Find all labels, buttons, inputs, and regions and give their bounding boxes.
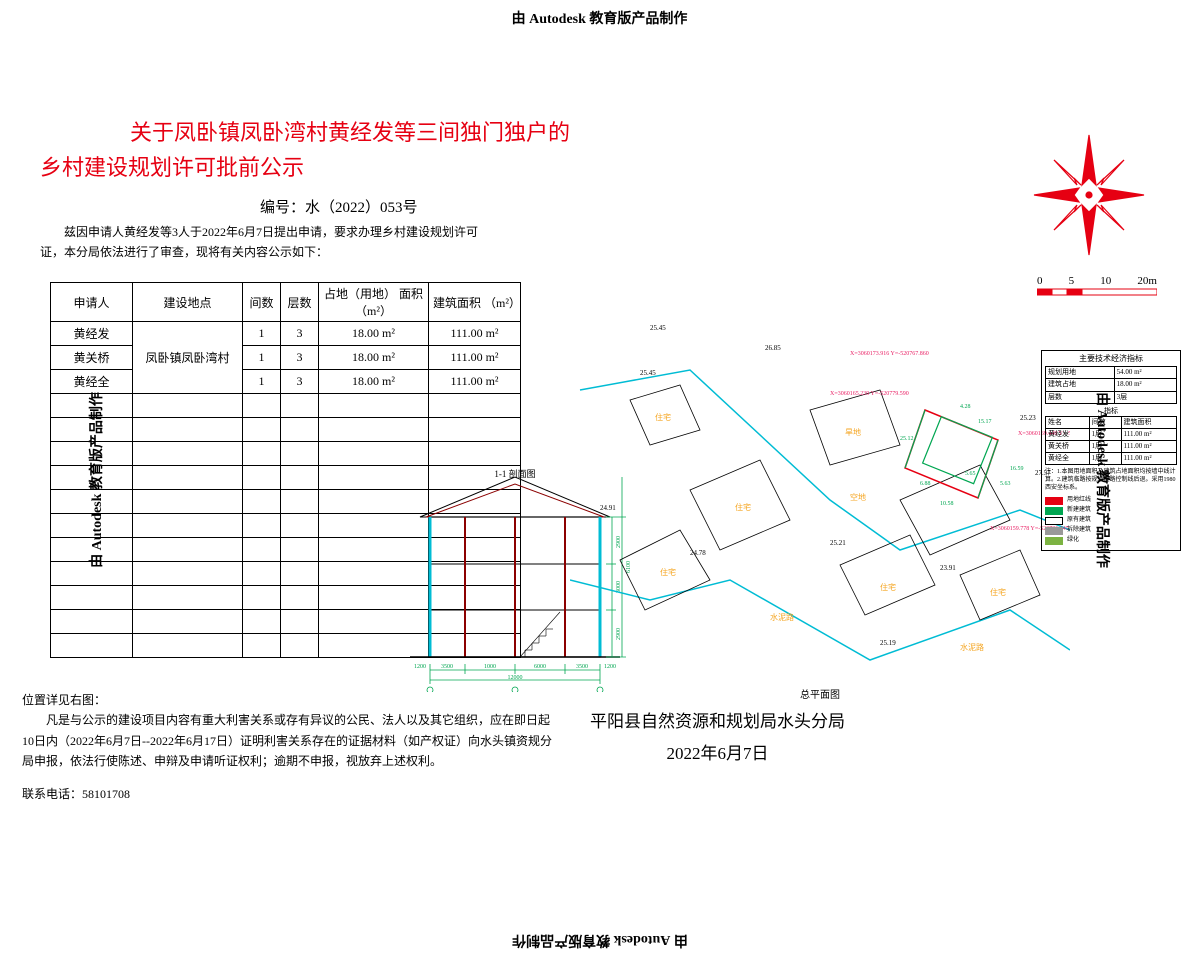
svg-text:6.88: 6.88 bbox=[920, 481, 931, 487]
svg-text:24.91: 24.91 bbox=[600, 504, 616, 512]
footer-block: 位置详见右图： 凡是与公示的建设项目内容有重大利害关系或存有异议的公民、法人以及… bbox=[22, 690, 552, 804]
scale-5: 5 bbox=[1069, 275, 1075, 287]
scale-0: 0 bbox=[1037, 275, 1043, 287]
svg-text:15.17: 15.17 bbox=[978, 419, 992, 425]
svg-text:住宅: 住宅 bbox=[880, 582, 896, 592]
location-note: 位置详见右图： bbox=[22, 690, 552, 710]
legend-main-table: 规划用地54.00 m² 建筑占地18.00 m² 层数3层 bbox=[1045, 366, 1177, 403]
document-number: 编号：水（2022）053号 bbox=[260, 196, 418, 217]
legend-sub-table: 姓名间数建筑面积 黄经发1层111.00 m² 黄关桥1层111.00 m² 黄… bbox=[1045, 416, 1177, 465]
th-land: 占地（用地） 面积（m²） bbox=[319, 283, 429, 322]
issuer-block: 平阳县自然资源和规划局水头分局 2022年6月7日 bbox=[590, 706, 845, 771]
th-floors: 层数 bbox=[281, 283, 319, 322]
svg-text:26.85: 26.85 bbox=[765, 344, 781, 352]
svg-text:12000: 12000 bbox=[508, 675, 523, 681]
svg-text:3500: 3500 bbox=[441, 664, 453, 670]
svg-text:25.21: 25.21 bbox=[830, 539, 846, 547]
watermark-bottom: 由 Autodesk 教育版产品制作 bbox=[512, 931, 688, 951]
svg-text:16.59: 16.59 bbox=[1010, 466, 1024, 472]
compass-north-icon bbox=[1029, 130, 1149, 260]
intro-text: 兹因申请人黄经发等3人于2022年6月7日提出申请，要求办理乡村建设规划许可 证… bbox=[40, 222, 540, 263]
svg-text:X=3060165.239 Y=-520779.590: X=3060165.239 Y=-520779.590 bbox=[830, 391, 909, 397]
legend-subtitle: 指标 bbox=[1045, 407, 1177, 416]
th-rooms: 间数 bbox=[243, 283, 281, 322]
svg-text:6000: 6000 bbox=[534, 664, 546, 670]
svg-text:10.58: 10.58 bbox=[940, 501, 954, 507]
issuer-date: 2022年6月7日 bbox=[590, 738, 845, 770]
svg-text:24.78: 24.78 bbox=[690, 549, 706, 557]
table-row: 黄经全1318.00 m²111.00 m² bbox=[51, 370, 521, 394]
intro-p1: 兹因申请人黄经发等3人于2022年6月7日提出申请，要求办理乡村建设规划许可 bbox=[40, 222, 540, 242]
contact-phone: 联系电话：58101708 bbox=[22, 784, 552, 804]
svg-text:住宅: 住宅 bbox=[655, 412, 671, 422]
legend-note: 注：1.本图用地面积及建筑占地面积均按墙中线计算。2.建筑临路按规划道路控制线后… bbox=[1045, 469, 1177, 492]
issuer-org: 平阳县自然资源和规划局水头分局 bbox=[590, 706, 845, 738]
svg-text:住宅: 住宅 bbox=[660, 567, 676, 577]
scale-20: 20m bbox=[1137, 275, 1157, 287]
legend-title: 主要技术经济指标 bbox=[1045, 354, 1177, 364]
svg-text:5.63: 5.63 bbox=[1000, 481, 1011, 487]
th-location: 建设地点 bbox=[133, 283, 243, 322]
document-title: 关于凤卧镇凤卧湾村黄经发等三间独门独户的 乡村建设规划许可批前公示 bbox=[40, 115, 600, 185]
th-area: 建筑面积 （m²） bbox=[429, 283, 521, 322]
table-row bbox=[51, 418, 521, 442]
title-line1: 关于凤卧镇凤卧湾村黄经发等三间独门独户的 bbox=[40, 115, 600, 150]
scale-10: 10 bbox=[1100, 275, 1111, 287]
intro-p2: 证，本分局依法进行了审查，现将有关内容公示如下： bbox=[40, 242, 540, 262]
svg-text:X=3060173.916 Y=-520767.860: X=3060173.916 Y=-520767.860 bbox=[850, 351, 929, 357]
svg-text:23.91: 23.91 bbox=[940, 564, 956, 572]
svg-text:住宅: 住宅 bbox=[735, 502, 751, 512]
svg-text:1-1 剖面图: 1-1 剖面图 bbox=[494, 468, 535, 479]
svg-text:25.45: 25.45 bbox=[640, 369, 656, 377]
svg-text:4.28: 4.28 bbox=[960, 404, 971, 410]
svg-text:5.65: 5.65 bbox=[965, 471, 976, 477]
table-header-row: 申请人 建设地点 间数 层数 占地（用地） 面积（m²） 建筑面积 （m²） bbox=[51, 283, 521, 322]
svg-text:1000: 1000 bbox=[484, 664, 496, 670]
legend-box: 主要技术经济指标 规划用地54.00 m² 建筑占地18.00 m² 层数3层 … bbox=[1041, 350, 1181, 551]
svg-text:25.45: 25.45 bbox=[650, 324, 666, 332]
svg-text:旱地: 旱地 bbox=[845, 427, 861, 437]
legend-symbols: 用地红线新建建筑原有建筑拆除建筑绿化 bbox=[1045, 497, 1177, 545]
site-plan-map: X=3060173.916 Y=-520767.860 X=3060165.23… bbox=[570, 300, 1070, 700]
svg-text:水泥路: 水泥路 bbox=[770, 612, 794, 622]
svg-text:住宅: 住宅 bbox=[990, 587, 1006, 597]
svg-text:1200: 1200 bbox=[414, 664, 426, 670]
footer-body: 凡是与公示的建设项目内容有重大利害关系或存有异议的公民、法人以及其它组织，应在即… bbox=[22, 710, 552, 771]
table-row bbox=[51, 394, 521, 418]
svg-text:总平面图: 总平面图 bbox=[800, 688, 840, 700]
th-applicant: 申请人 bbox=[51, 283, 133, 322]
svg-text:25.23: 25.23 bbox=[1020, 414, 1036, 422]
svg-text:水泥路: 水泥路 bbox=[960, 642, 984, 652]
title-line2: 乡村建设规划许可批前公示 bbox=[40, 150, 600, 185]
svg-text:25.12: 25.12 bbox=[900, 436, 914, 442]
watermark-top: 由 Autodesk 教育版产品制作 bbox=[512, 8, 688, 28]
svg-text:空地: 空地 bbox=[850, 492, 866, 502]
svg-text:25.19: 25.19 bbox=[880, 639, 896, 647]
table-row: 黄经发凤卧镇凤卧湾村1318.00 m²111.00 m² bbox=[51, 322, 521, 346]
scale-bar: 0 5 10 20m bbox=[1037, 275, 1157, 301]
table-row: 黄关桥1318.00 m²111.00 m² bbox=[51, 346, 521, 370]
